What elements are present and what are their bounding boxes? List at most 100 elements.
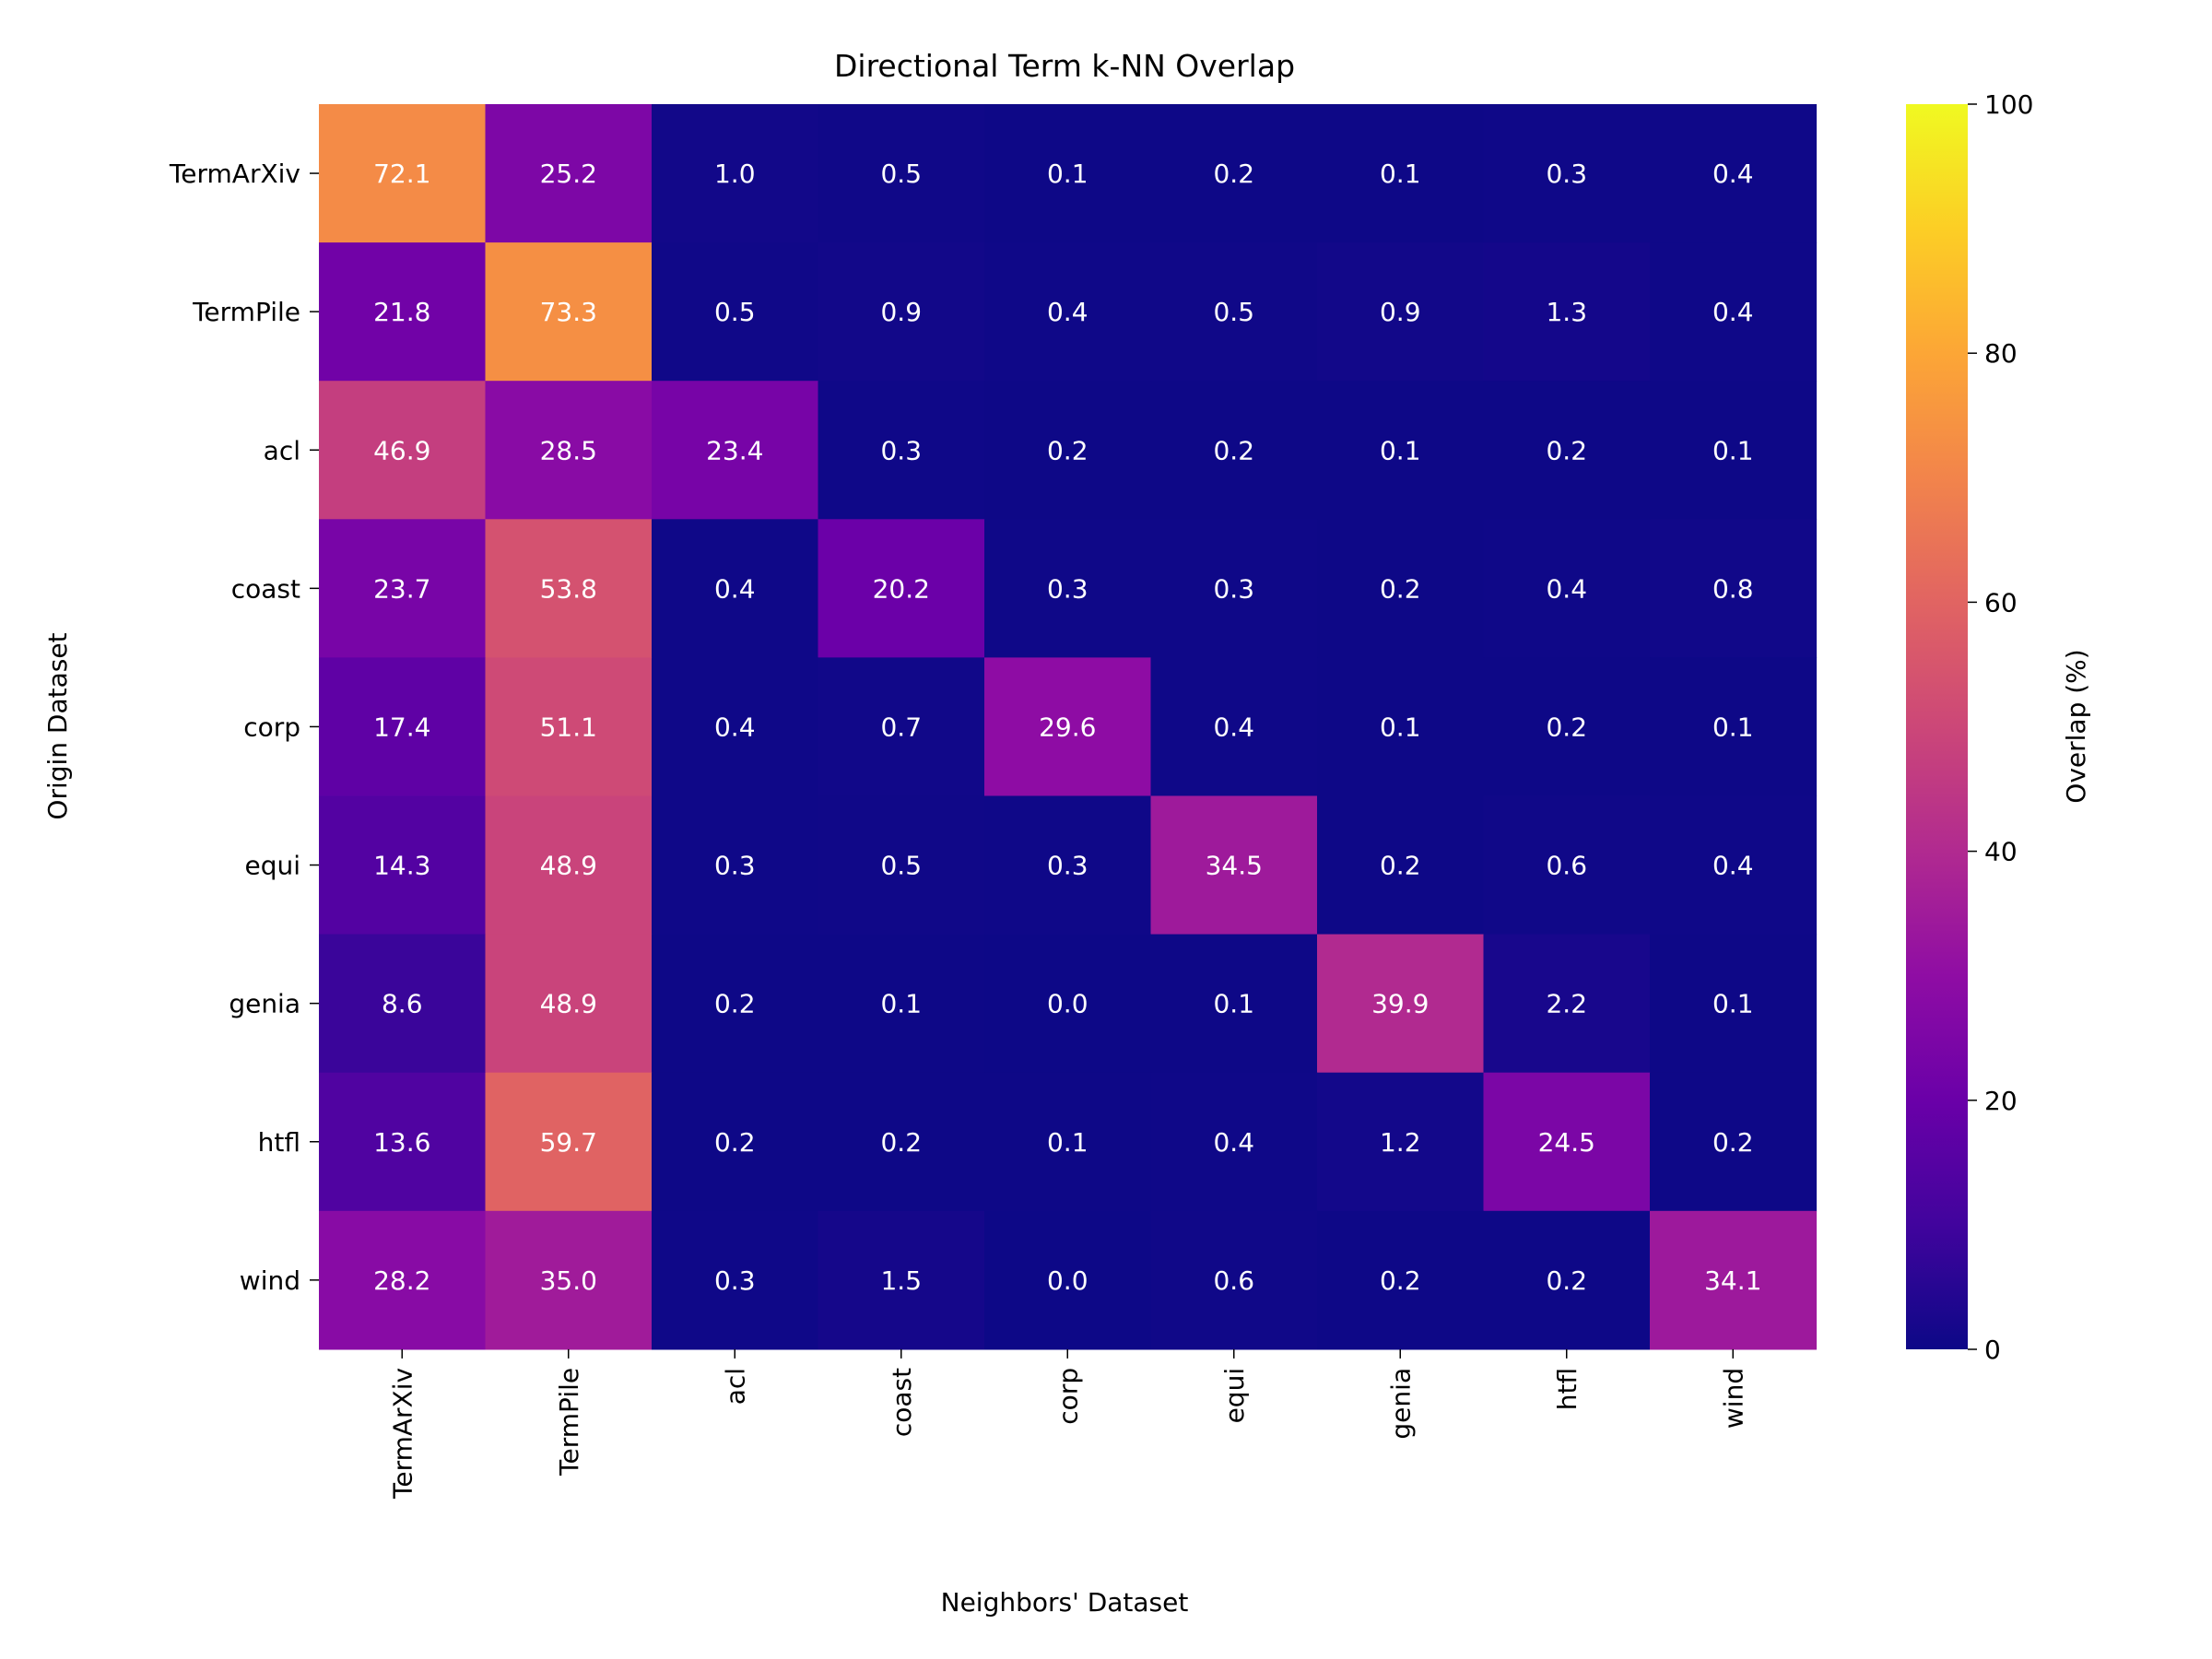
heatmap-cell	[1483, 1210, 1651, 1350]
cell-value-label: 0.6	[1213, 1265, 1254, 1296]
colorbar-tick-label: 80	[1984, 338, 2018, 369]
heatmap-cell	[652, 657, 819, 797]
heatmap-cell	[652, 934, 819, 1074]
heatmap-cell	[652, 795, 819, 935]
cell-value-label: 0.3	[1047, 851, 1088, 881]
heatmap-cell	[1650, 657, 1818, 797]
heatmap-cell	[485, 934, 653, 1074]
cell-value-label: 0.4	[714, 573, 756, 604]
heatmap-cell	[1317, 242, 1485, 382]
heatmap-cell	[652, 519, 819, 658]
x-axis-label: Neighbors' Dataset	[941, 1587, 1189, 1618]
cell-value-label: 34.1	[1704, 1265, 1761, 1296]
heatmap-cell	[984, 242, 1152, 382]
cell-value-label: 0.2	[1380, 851, 1421, 881]
cell-value-label: 0.1	[1380, 159, 1421, 189]
colorbar-tick-label: 20	[1984, 1086, 2018, 1116]
cell-value-label: 0.2	[1213, 159, 1254, 189]
cell-value-label: 1.0	[714, 159, 756, 189]
cell-value-label: 0.2	[1546, 712, 1587, 742]
cell-value-label: 0.2	[714, 1127, 756, 1158]
cell-value-label: 0.3	[880, 435, 922, 465]
heatmap-cell	[818, 519, 985, 658]
cell-value-label: 0.3	[1047, 573, 1088, 604]
heatmap-cell	[1317, 657, 1485, 797]
cell-value-label: 24.5	[1538, 1127, 1595, 1158]
x-tick-label: genia	[1385, 1368, 1416, 1440]
y-tick-label: coast	[231, 573, 300, 604]
heatmap-cell	[652, 1210, 819, 1350]
heatmap-cell-labels: 72.1 25.2 1.0 0.5 0.1 0.2 0.1 0.3 0.4 21.8 73.3 0.5…	[373, 159, 1761, 1296]
cell-value-label: 21.8	[373, 297, 430, 327]
heatmap-cell	[485, 795, 653, 935]
cell-value-label: 0.5	[880, 851, 922, 881]
cell-value-label: 20.2	[873, 573, 930, 604]
heatmap-cell	[652, 104, 819, 243]
cell-value-label: 0.2	[1546, 435, 1587, 465]
heatmap-cell	[1650, 381, 1818, 520]
x-tick-label: wind	[1718, 1368, 1748, 1429]
cell-value-label: 0.2	[714, 989, 756, 1019]
heatmap-cell	[1317, 519, 1485, 658]
cell-value-label: 0.8	[1712, 573, 1754, 604]
y-axis-ticks: TermArXiv TermPile acl coast corp equi genia ht…	[169, 159, 319, 1296]
heatmap-cell	[1483, 242, 1651, 382]
heatmap-cell	[1650, 104, 1818, 243]
cell-value-label: 0.2	[1546, 1265, 1587, 1296]
cell-value-label: 17.4	[373, 712, 430, 742]
cell-value-label: 0.9	[1380, 297, 1421, 327]
heatmap-cell	[1150, 381, 1318, 520]
x-tick-label: acl	[720, 1368, 750, 1405]
heatmap-cell	[984, 795, 1152, 935]
heatmap-cell	[818, 1210, 985, 1350]
cell-value-label: 48.9	[540, 989, 597, 1019]
cell-value-label: 59.7	[540, 1127, 597, 1158]
cell-value-label: 48.9	[540, 851, 597, 881]
cell-value-label: 34.5	[1206, 851, 1263, 881]
cell-value-label: 0.4	[1213, 1127, 1254, 1158]
heatmap-cell	[984, 1072, 1152, 1212]
cell-value-label: 0.0	[1047, 1265, 1088, 1296]
heatmap-cell	[1483, 795, 1651, 935]
heatmap-cell	[1150, 104, 1318, 243]
heatmap-cell	[984, 657, 1152, 797]
cell-value-label: 0.3	[1546, 159, 1587, 189]
cell-value-label: 0.1	[1712, 989, 1754, 1019]
x-tick-label: equi	[1219, 1368, 1250, 1424]
heatmap-cell	[984, 1210, 1152, 1350]
heatmap-cell	[485, 1210, 653, 1350]
cell-value-label: 0.3	[714, 1265, 756, 1296]
cell-value-label: 0.4	[1712, 851, 1754, 881]
cell-value-label: 39.9	[1371, 989, 1429, 1019]
heatmap-cell	[818, 795, 985, 935]
heatmap-cell	[652, 242, 819, 382]
heatmap-cell	[818, 657, 985, 797]
heatmap-cell	[984, 934, 1152, 1074]
cell-value-label: 0.3	[714, 851, 756, 881]
cell-value-label: 0.2	[1380, 573, 1421, 604]
heatmap-cell	[818, 381, 985, 520]
heatmap-cell	[818, 104, 985, 243]
heatmap-cell	[485, 381, 653, 520]
cell-value-label: 0.2	[1712, 1127, 1754, 1158]
colorbar-label: Overlap (%)	[2061, 649, 2091, 803]
cell-value-label: 23.7	[373, 573, 430, 604]
heatmap-cell	[1150, 519, 1318, 658]
cell-value-label: 25.2	[540, 159, 597, 189]
heatmap-cell	[485, 104, 653, 243]
heatmap-cell	[319, 104, 487, 243]
heatmap-cell	[1483, 1072, 1651, 1212]
heatmap-cell	[485, 242, 653, 382]
cell-value-label: 0.1	[1047, 1127, 1088, 1158]
x-tick-label: TermPile	[554, 1368, 584, 1477]
colorbar-tick-label: 100	[1984, 89, 2033, 120]
cell-value-label: 0.5	[1213, 297, 1254, 327]
heatmap-cell	[984, 381, 1152, 520]
cell-value-label: 14.3	[373, 851, 430, 881]
heatmap-cell	[319, 1072, 487, 1212]
cell-value-label: 0.4	[1712, 297, 1754, 327]
heatmap-cell	[1317, 381, 1485, 520]
heatmap-cell	[1650, 519, 1818, 658]
cell-value-label: 0.2	[1047, 435, 1088, 465]
cell-value-label: 72.1	[373, 159, 430, 189]
